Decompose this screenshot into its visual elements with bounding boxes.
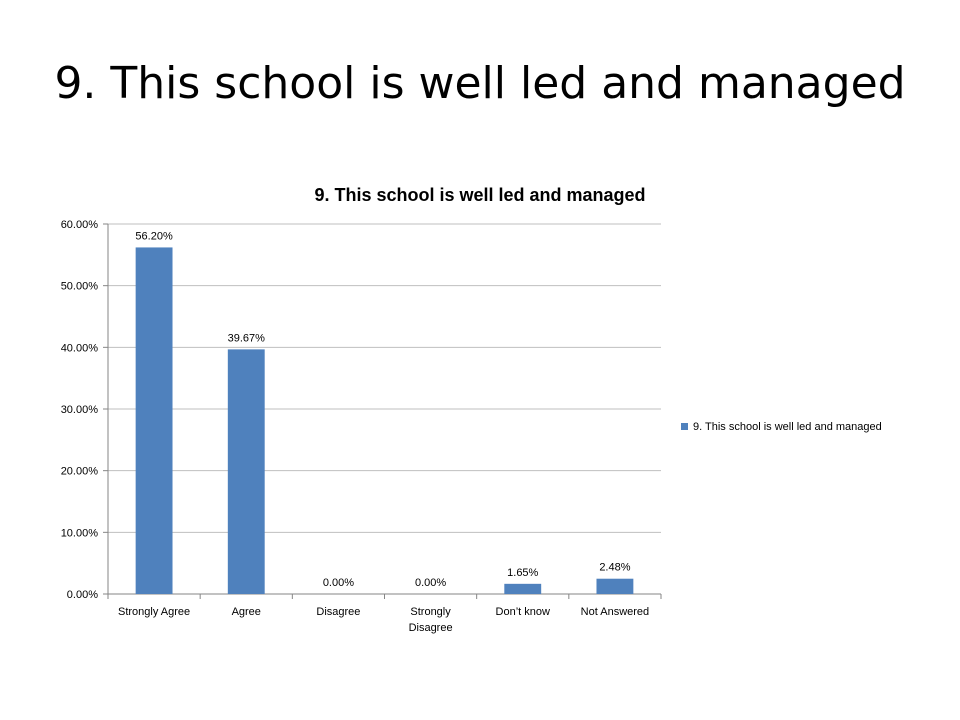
y-tick-label: 50.00% [61,281,99,293]
y-tick-label: 30.00% [61,404,99,416]
bar [135,247,173,594]
data-label: 39.67% [228,332,266,344]
bar [504,583,542,594]
x-tick-label: Agree [232,606,261,618]
x-tick-label: Strongly Agree [118,606,190,618]
y-tick-label: 60.00% [61,219,99,231]
x-tick-label: Disagree [316,606,360,618]
slide-title: 9. This school is well led and managed [54,58,906,109]
data-label: 0.00% [323,577,354,589]
bar [227,349,265,594]
y-tick-label: 40.00% [61,342,99,354]
legend-label: 9. This school is well led and managed [693,421,882,433]
data-label: 1.65% [507,567,538,579]
x-tick-label: Not Answered [581,606,649,618]
data-label: 2.48% [599,562,630,574]
bar [596,578,634,594]
data-label: 0.00% [415,577,446,589]
x-tick-label: Strongly [410,606,451,618]
chart-title: 9. This school is well led and managed [314,185,645,205]
y-tick-label: 20.00% [61,466,99,478]
x-tick-label: Don’t know [496,606,550,618]
y-tick-label: 0.00% [67,589,98,601]
y-tick-label: 10.00% [61,527,99,539]
data-label: 56.20% [135,230,173,242]
legend-swatch [681,423,688,430]
x-tick-label: Disagree [409,622,453,634]
